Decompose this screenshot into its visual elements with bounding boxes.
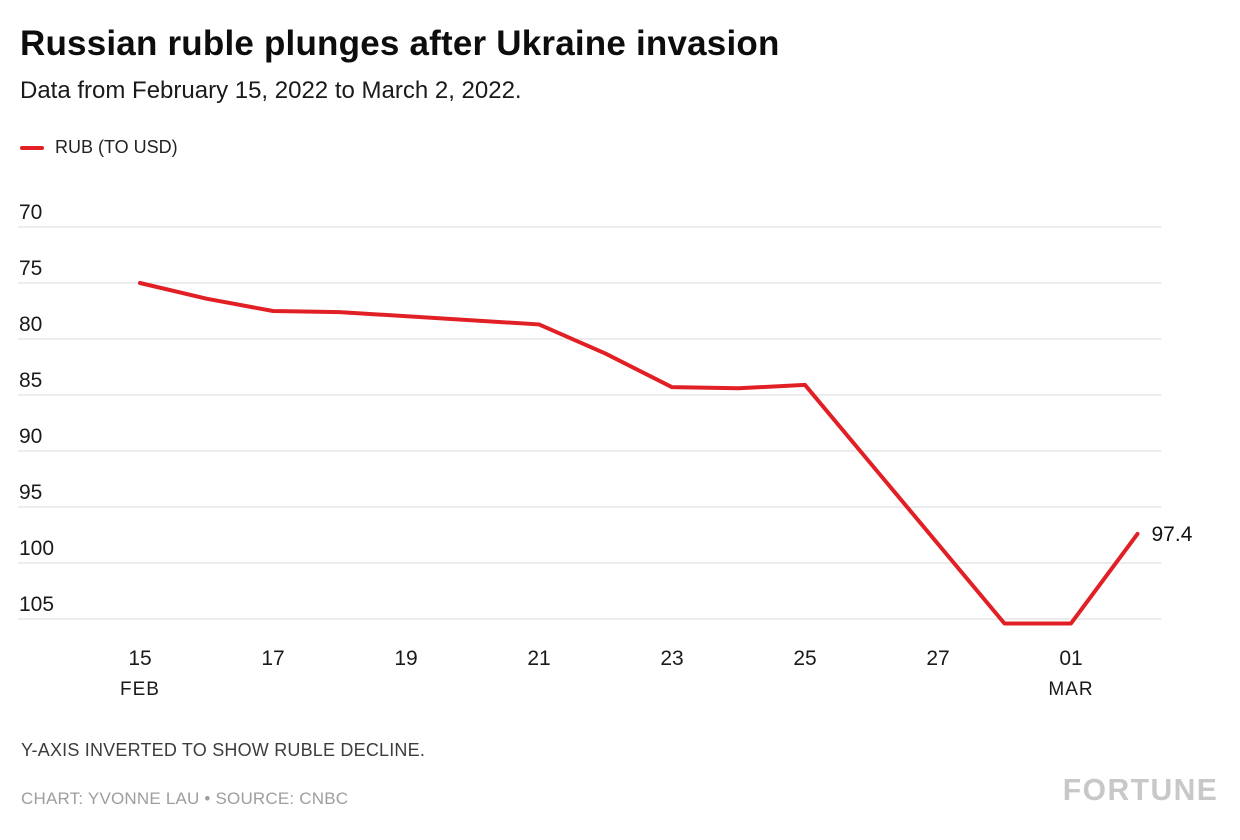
end-value-label: 97.4 [1152, 523, 1193, 546]
y-axis-tick-label: 100 [19, 537, 54, 560]
x-axis-tick-label: 23 [660, 647, 683, 670]
x-axis-tick-label: 15 [128, 647, 151, 670]
y-axis-tick-label: 80 [19, 313, 42, 336]
line-chart: 70 75 80 85 90 95 100 105 15 FEB 17 19 21 23 25 27 01 MAR… [18, 201, 1193, 700]
x-axis-tick-label: 19 [394, 647, 417, 670]
x-axis-tick-label: 01 [1059, 647, 1082, 670]
credit-line: CHART: YVONNE LAU • SOURCE: CNBC [21, 789, 349, 808]
rub-usd-line [138, 281, 1140, 626]
y-axis-tick-label: 90 [19, 425, 42, 448]
y-axis-tick-label: 85 [19, 369, 42, 392]
y-axis-tick-label: 70 [19, 201, 42, 224]
x-axis-month-label: MAR [1048, 679, 1093, 700]
chart-subtitle: Data from February 15, 2022 to March 2, … [20, 77, 522, 104]
legend-label: RUB (TO USD) [55, 137, 178, 157]
y-axis-tick-label: 95 [19, 481, 42, 504]
x-axis-tick-label: 25 [793, 647, 816, 670]
axis-note: Y-AXIS INVERTED TO SHOW RUBLE DECLINE. [21, 740, 426, 760]
x-axis-tick-label: 21 [527, 647, 550, 670]
fortune-logo: FORTUNE [1062, 772, 1218, 807]
x-axis-month-label: FEB [120, 679, 160, 700]
x-axis-tick-label: 17 [261, 647, 284, 670]
legend: RUB (TO USD) [20, 137, 1220, 158]
legend-line-swatch [20, 145, 44, 150]
x-axis-tick-label: 27 [926, 647, 949, 670]
y-axis-tick-label: 75 [19, 257, 42, 280]
chart-title: Russian ruble plunges after Ukraine inva… [20, 24, 780, 63]
y-axis-tick-label: 105 [19, 593, 54, 616]
